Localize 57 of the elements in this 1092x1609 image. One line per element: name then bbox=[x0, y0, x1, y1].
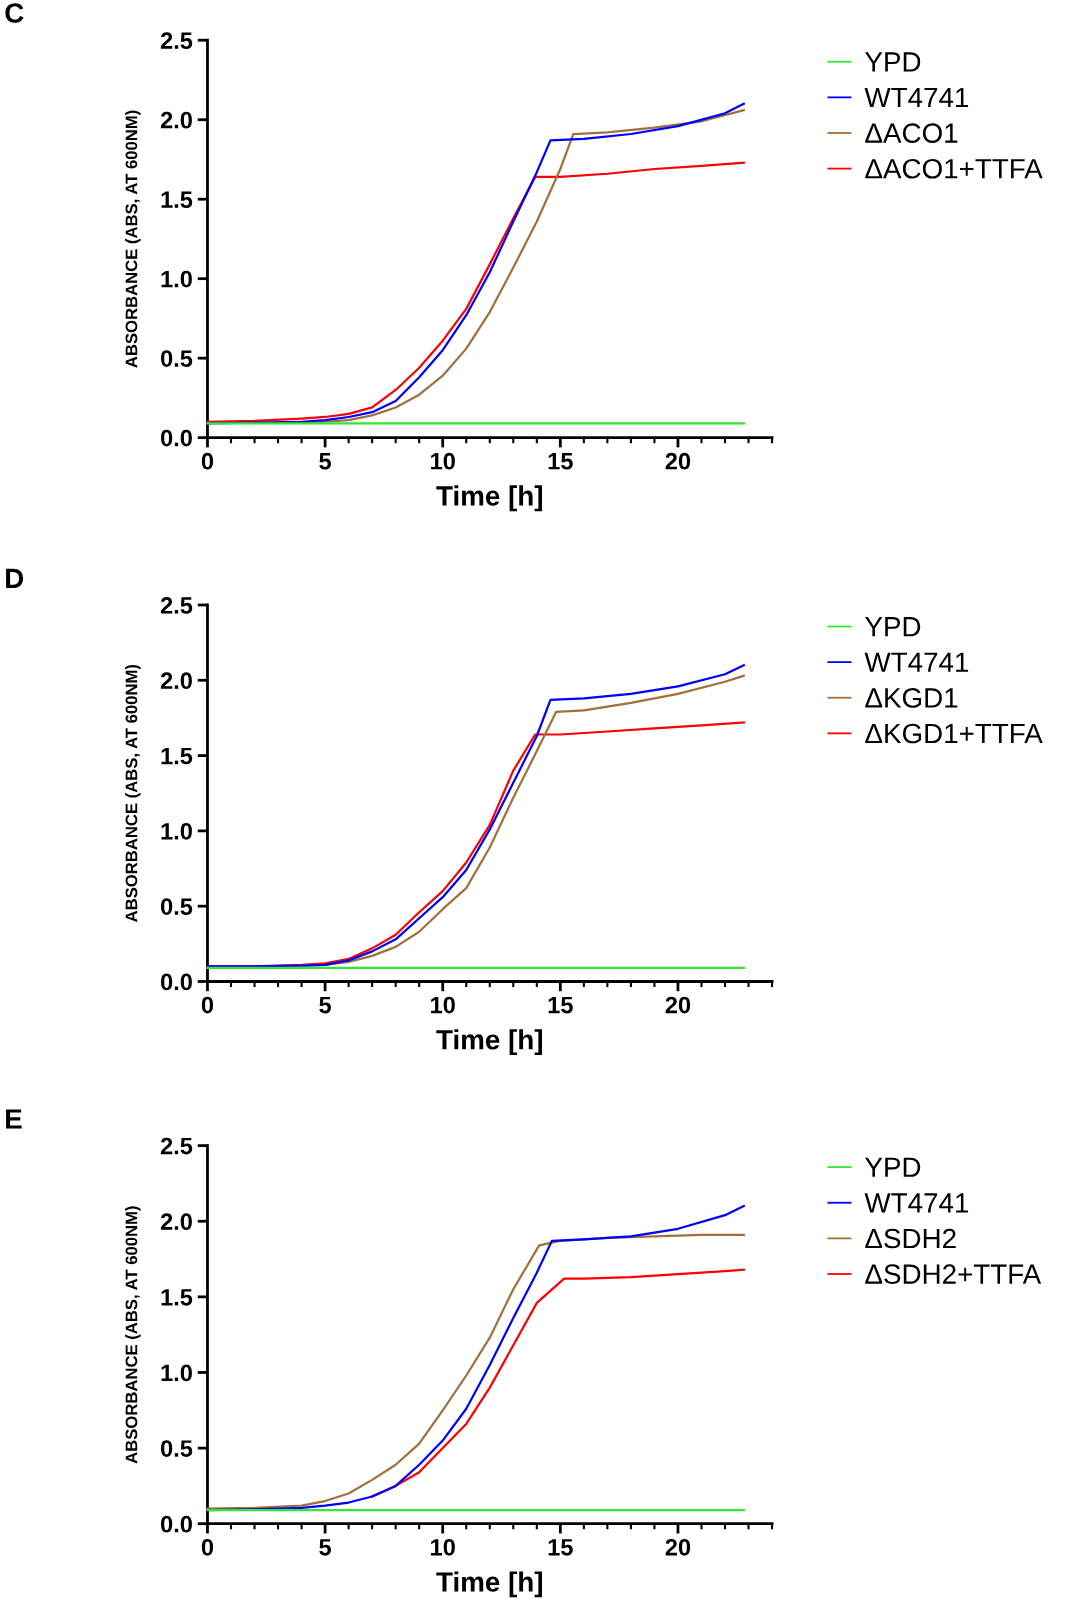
y-tick-label: 2.0 bbox=[160, 111, 192, 129]
y-tick-label: 1.5 bbox=[161, 191, 193, 208]
x-tick-label: 20 bbox=[665, 996, 691, 1014]
chart-title: C bbox=[5, 3, 24, 23]
legend-label: ΔACO1 bbox=[865, 123, 958, 143]
legend-label: ΔSDH2+TTFA bbox=[865, 1264, 1042, 1284]
x-axis-title: Time [h] bbox=[436, 1571, 542, 1598]
x-tick-label: 15 bbox=[548, 996, 573, 1014]
y-tick-label: 0.5 bbox=[161, 898, 193, 915]
x-tick-label: 5 bbox=[319, 453, 332, 470]
y-tick-label: 1.5 bbox=[161, 1289, 193, 1306]
x-tick-label: 20 bbox=[665, 1538, 691, 1556]
x-tick-label: 20 bbox=[665, 452, 691, 470]
y-tick-label: 2.5 bbox=[160, 1137, 193, 1155]
y-tick-label: 0.0 bbox=[161, 429, 192, 447]
y-tick-label: 0.0 bbox=[161, 1515, 192, 1533]
x-tick-label: 15 bbox=[548, 453, 573, 470]
x-tick-label: 15 bbox=[548, 1539, 573, 1556]
legend-label: ΔACO1+TTFA bbox=[865, 158, 1043, 179]
x-tick-label: 10 bbox=[431, 1538, 455, 1556]
legend-label: WT4741 bbox=[864, 87, 969, 108]
y-tick-label: 2.5 bbox=[160, 32, 193, 50]
y-tick-label: 0.0 bbox=[161, 973, 192, 991]
line-series bbox=[206, 161, 745, 423]
legend-label: ΔKGD1 bbox=[865, 688, 958, 708]
legend-label: ΔKGD1+TTFA bbox=[865, 723, 1043, 744]
y-tick-label: 2.5 bbox=[160, 597, 193, 614]
y-axis-title: ABSORBANCE (ABS, AT 600NM) bbox=[125, 664, 141, 922]
x-tick-label: 10 bbox=[431, 452, 455, 470]
y-tick-label: 1.5 bbox=[161, 747, 193, 765]
y-tick-label: 1.0 bbox=[161, 270, 192, 288]
y-tick-label: 0.5 bbox=[161, 1440, 193, 1457]
legend-label: WT4741 bbox=[864, 652, 969, 672]
legend-label: WT4741 bbox=[864, 1193, 969, 1213]
y-axis-title: ABSORBANCE (ABS, AT 600NM) bbox=[125, 110, 141, 368]
legend-label: YPD bbox=[865, 1157, 921, 1177]
legend-label: YPD bbox=[865, 617, 921, 637]
legend-label: ΔSDH2 bbox=[865, 1228, 956, 1249]
x-tick-label: 0 bbox=[201, 452, 214, 470]
x-tick-label: 10 bbox=[431, 996, 455, 1014]
y-tick-label: 1.0 bbox=[161, 822, 192, 840]
y-axis-title: ABSORBANCE (ABS, AT 600NM) bbox=[125, 1206, 141, 1464]
x-tick-label: 0 bbox=[201, 1538, 214, 1556]
x-tick-label: 5 bbox=[319, 996, 332, 1014]
line-series bbox=[300, 674, 745, 967]
x-axis-title: Time [h] bbox=[436, 485, 542, 512]
legend-label: YPD bbox=[865, 52, 921, 72]
y-tick-label: 0.5 bbox=[161, 350, 193, 367]
chart-title: E bbox=[6, 1109, 22, 1129]
y-tick-label: 1.0 bbox=[161, 1364, 192, 1382]
x-tick-label: 5 bbox=[319, 1539, 332, 1556]
x-axis-title: Time [h] bbox=[436, 1029, 542, 1056]
y-tick-label: 2.0 bbox=[160, 1213, 192, 1231]
line-series bbox=[206, 664, 745, 968]
x-tick-label: 0 bbox=[201, 996, 214, 1014]
y-tick-label: 2.0 bbox=[160, 672, 192, 690]
chart-title: D bbox=[6, 568, 24, 588]
